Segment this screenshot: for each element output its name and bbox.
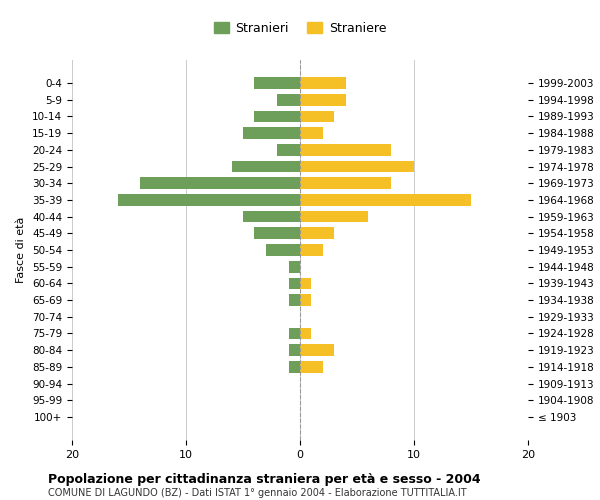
Bar xyxy=(232,160,300,172)
Bar xyxy=(243,211,300,222)
Bar xyxy=(254,78,300,89)
Bar xyxy=(300,294,311,306)
Bar xyxy=(140,178,300,189)
Bar xyxy=(300,328,311,340)
Bar xyxy=(289,261,300,272)
Bar xyxy=(277,94,300,106)
Bar xyxy=(300,94,346,106)
Bar xyxy=(289,278,300,289)
Bar xyxy=(289,328,300,340)
Bar xyxy=(300,278,311,289)
Bar xyxy=(254,228,300,239)
Bar xyxy=(300,361,323,372)
Bar xyxy=(289,344,300,356)
Bar xyxy=(300,194,471,206)
Legend: Stranieri, Straniere: Stranieri, Straniere xyxy=(209,17,391,40)
Bar xyxy=(300,110,334,122)
Bar xyxy=(289,361,300,372)
Y-axis label: Fasce di età: Fasce di età xyxy=(16,217,26,283)
Bar xyxy=(300,211,368,222)
Bar xyxy=(300,228,334,239)
Bar xyxy=(300,344,334,356)
Text: Popolazione per cittadinanza straniera per età e sesso - 2004: Popolazione per cittadinanza straniera p… xyxy=(48,472,481,486)
Bar xyxy=(118,194,300,206)
Bar xyxy=(289,294,300,306)
Bar xyxy=(300,160,414,172)
Bar xyxy=(300,178,391,189)
Text: COMUNE DI LAGUNDO (BZ) - Dati ISTAT 1° gennaio 2004 - Elaborazione TUTTITALIA.IT: COMUNE DI LAGUNDO (BZ) - Dati ISTAT 1° g… xyxy=(48,488,467,498)
Bar xyxy=(277,144,300,156)
Bar xyxy=(300,128,323,139)
Bar xyxy=(254,110,300,122)
Bar xyxy=(243,128,300,139)
Bar xyxy=(266,244,300,256)
Bar xyxy=(300,144,391,156)
Bar xyxy=(300,78,346,89)
Bar xyxy=(300,244,323,256)
